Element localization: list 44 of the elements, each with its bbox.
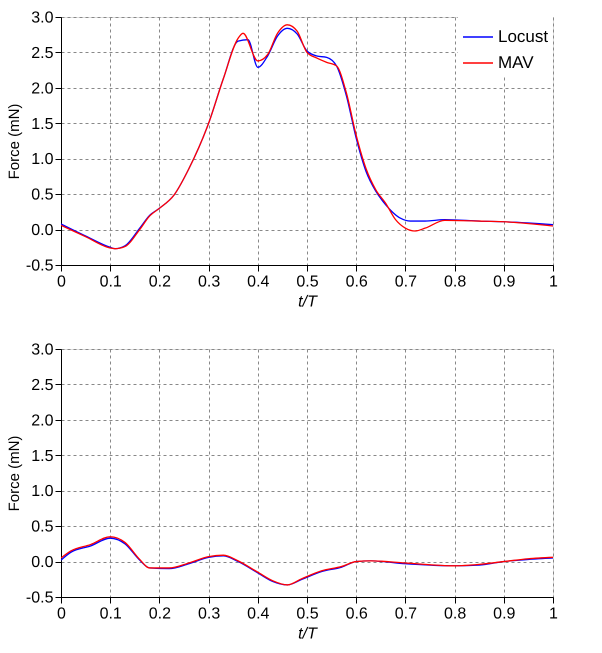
x-tick-label: 0.8 xyxy=(444,606,466,622)
x-tick-label: 0 xyxy=(57,274,66,290)
x-axis-title: t/T xyxy=(298,294,318,310)
x-tick-label: 0.9 xyxy=(493,606,516,622)
y-tick-label: 2.0 xyxy=(31,80,54,98)
x-tick-label: 0.9 xyxy=(493,274,516,290)
x-axis-title: t/T xyxy=(298,626,318,642)
x-tick-label: 0.1 xyxy=(100,274,122,290)
y-axis-title: Force (mN) xyxy=(6,436,23,512)
x-tick-label: 0.2 xyxy=(148,274,172,290)
y-tick-label: 1.5 xyxy=(31,448,54,465)
y-tick-label: 0.0 xyxy=(31,554,54,572)
x-tick-label: 0.6 xyxy=(346,606,368,622)
y-tick-label: -0.5 xyxy=(26,590,54,606)
y-tick-label: 1.5 xyxy=(31,116,54,133)
x-tick-label: 0 xyxy=(57,606,66,622)
y-tick-label: 1.0 xyxy=(31,151,54,168)
x-tick-label: 0.4 xyxy=(247,274,270,290)
y-tick-label: 0.5 xyxy=(31,186,54,204)
y-tick-label: 0.5 xyxy=(31,518,54,536)
x-tick-label: 0.4 xyxy=(247,606,270,622)
y-tick-label: 1.0 xyxy=(31,483,54,500)
x-tick-label: 0.5 xyxy=(296,606,319,622)
x-tick-label: 1 xyxy=(549,606,558,622)
x-tick-label: 0.8 xyxy=(444,274,466,290)
y-tick-label: 2.0 xyxy=(31,412,54,430)
x-tick-label: 0.7 xyxy=(394,274,418,290)
x-tick-label: 0.1 xyxy=(100,606,122,622)
y-axis-title: Force (mN) xyxy=(6,104,23,180)
legend-label: Locust xyxy=(498,27,548,46)
y-tick-label: 3.0 xyxy=(31,10,54,26)
y-tick-label: 2.5 xyxy=(31,376,54,394)
legend-label: MAV xyxy=(498,53,534,72)
y-tick-label: 3.0 xyxy=(31,342,54,358)
x-tick-label: 0.5 xyxy=(296,274,319,290)
y-tick-label: 0.0 xyxy=(31,222,54,240)
x-tick-label: 0.7 xyxy=(394,606,418,622)
x-tick-label: 0.2 xyxy=(148,606,172,622)
y-tick-label: -0.5 xyxy=(26,258,54,274)
x-tick-label: 0.3 xyxy=(198,274,220,290)
x-tick-label: 0.3 xyxy=(198,606,220,622)
y-tick-label: 2.5 xyxy=(31,44,54,62)
x-tick-label: 0.6 xyxy=(346,274,368,290)
x-tick-label: 1 xyxy=(549,274,558,290)
